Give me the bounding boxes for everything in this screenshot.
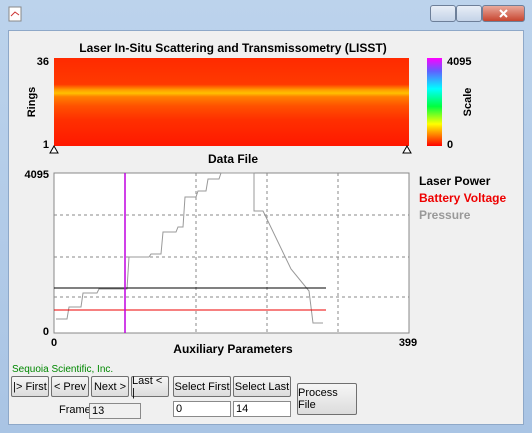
top-title: Laser In-Situ Scattering and Transmissom… bbox=[79, 41, 386, 55]
aux-x-min: 0 bbox=[51, 337, 57, 349]
minimize-button[interactable] bbox=[430, 5, 456, 22]
legend-pressure: Pressure bbox=[419, 208, 471, 222]
select-first-button[interactable]: Select First bbox=[173, 376, 231, 397]
select-last-input[interactable]: 14 bbox=[233, 401, 291, 417]
rings-label: Rings bbox=[26, 87, 38, 118]
charts: Laser In-Situ Scattering and Transmissom… bbox=[12, 41, 506, 375]
close-button[interactable] bbox=[482, 5, 525, 22]
start-marker[interactable] bbox=[49, 144, 59, 154]
status-text: Sequoia Scientific, Inc. bbox=[12, 364, 113, 375]
ring-image bbox=[54, 58, 409, 146]
scale-min: 0 bbox=[447, 139, 453, 151]
plot-area bbox=[53, 172, 410, 334]
scale-max: 4095 bbox=[447, 56, 471, 68]
aux-y-max: 4095 bbox=[25, 169, 49, 181]
frame-label: Frame bbox=[59, 404, 91, 416]
scale-label: Scale bbox=[462, 88, 474, 117]
select-first-input[interactable]: 0 bbox=[173, 401, 231, 417]
aux-y-min: 0 bbox=[43, 326, 49, 338]
client-area: Laser In-Situ Scattering and Transmissom… bbox=[8, 30, 524, 425]
rings-min: 1 bbox=[43, 139, 49, 151]
close-icon bbox=[499, 9, 508, 18]
app-icon bbox=[8, 6, 22, 22]
pressure-line bbox=[56, 172, 323, 324]
data-file-label: Data File bbox=[208, 152, 258, 166]
process-file-button[interactable]: Process File bbox=[297, 383, 357, 415]
last-button[interactable]: Last < | bbox=[131, 375, 169, 399]
legend-laser-power: Laser Power bbox=[419, 174, 491, 188]
maximize-button[interactable] bbox=[456, 5, 482, 22]
end-marker[interactable] bbox=[402, 144, 412, 154]
aux-x-max: 399 bbox=[399, 337, 417, 349]
frame-input[interactable]: 13 bbox=[89, 403, 141, 419]
next-button[interactable]: Next > bbox=[91, 376, 129, 397]
aux-x-label: Auxiliary Parameters bbox=[173, 342, 293, 356]
rings-max: 36 bbox=[37, 56, 49, 68]
color-scale bbox=[427, 58, 442, 146]
legend-battery-voltage: Battery Voltage bbox=[419, 191, 506, 205]
select-last-button[interactable]: Select Last bbox=[233, 376, 291, 397]
first-button[interactable]: |> First bbox=[11, 376, 49, 397]
prev-button[interactable]: < Prev bbox=[51, 376, 89, 397]
